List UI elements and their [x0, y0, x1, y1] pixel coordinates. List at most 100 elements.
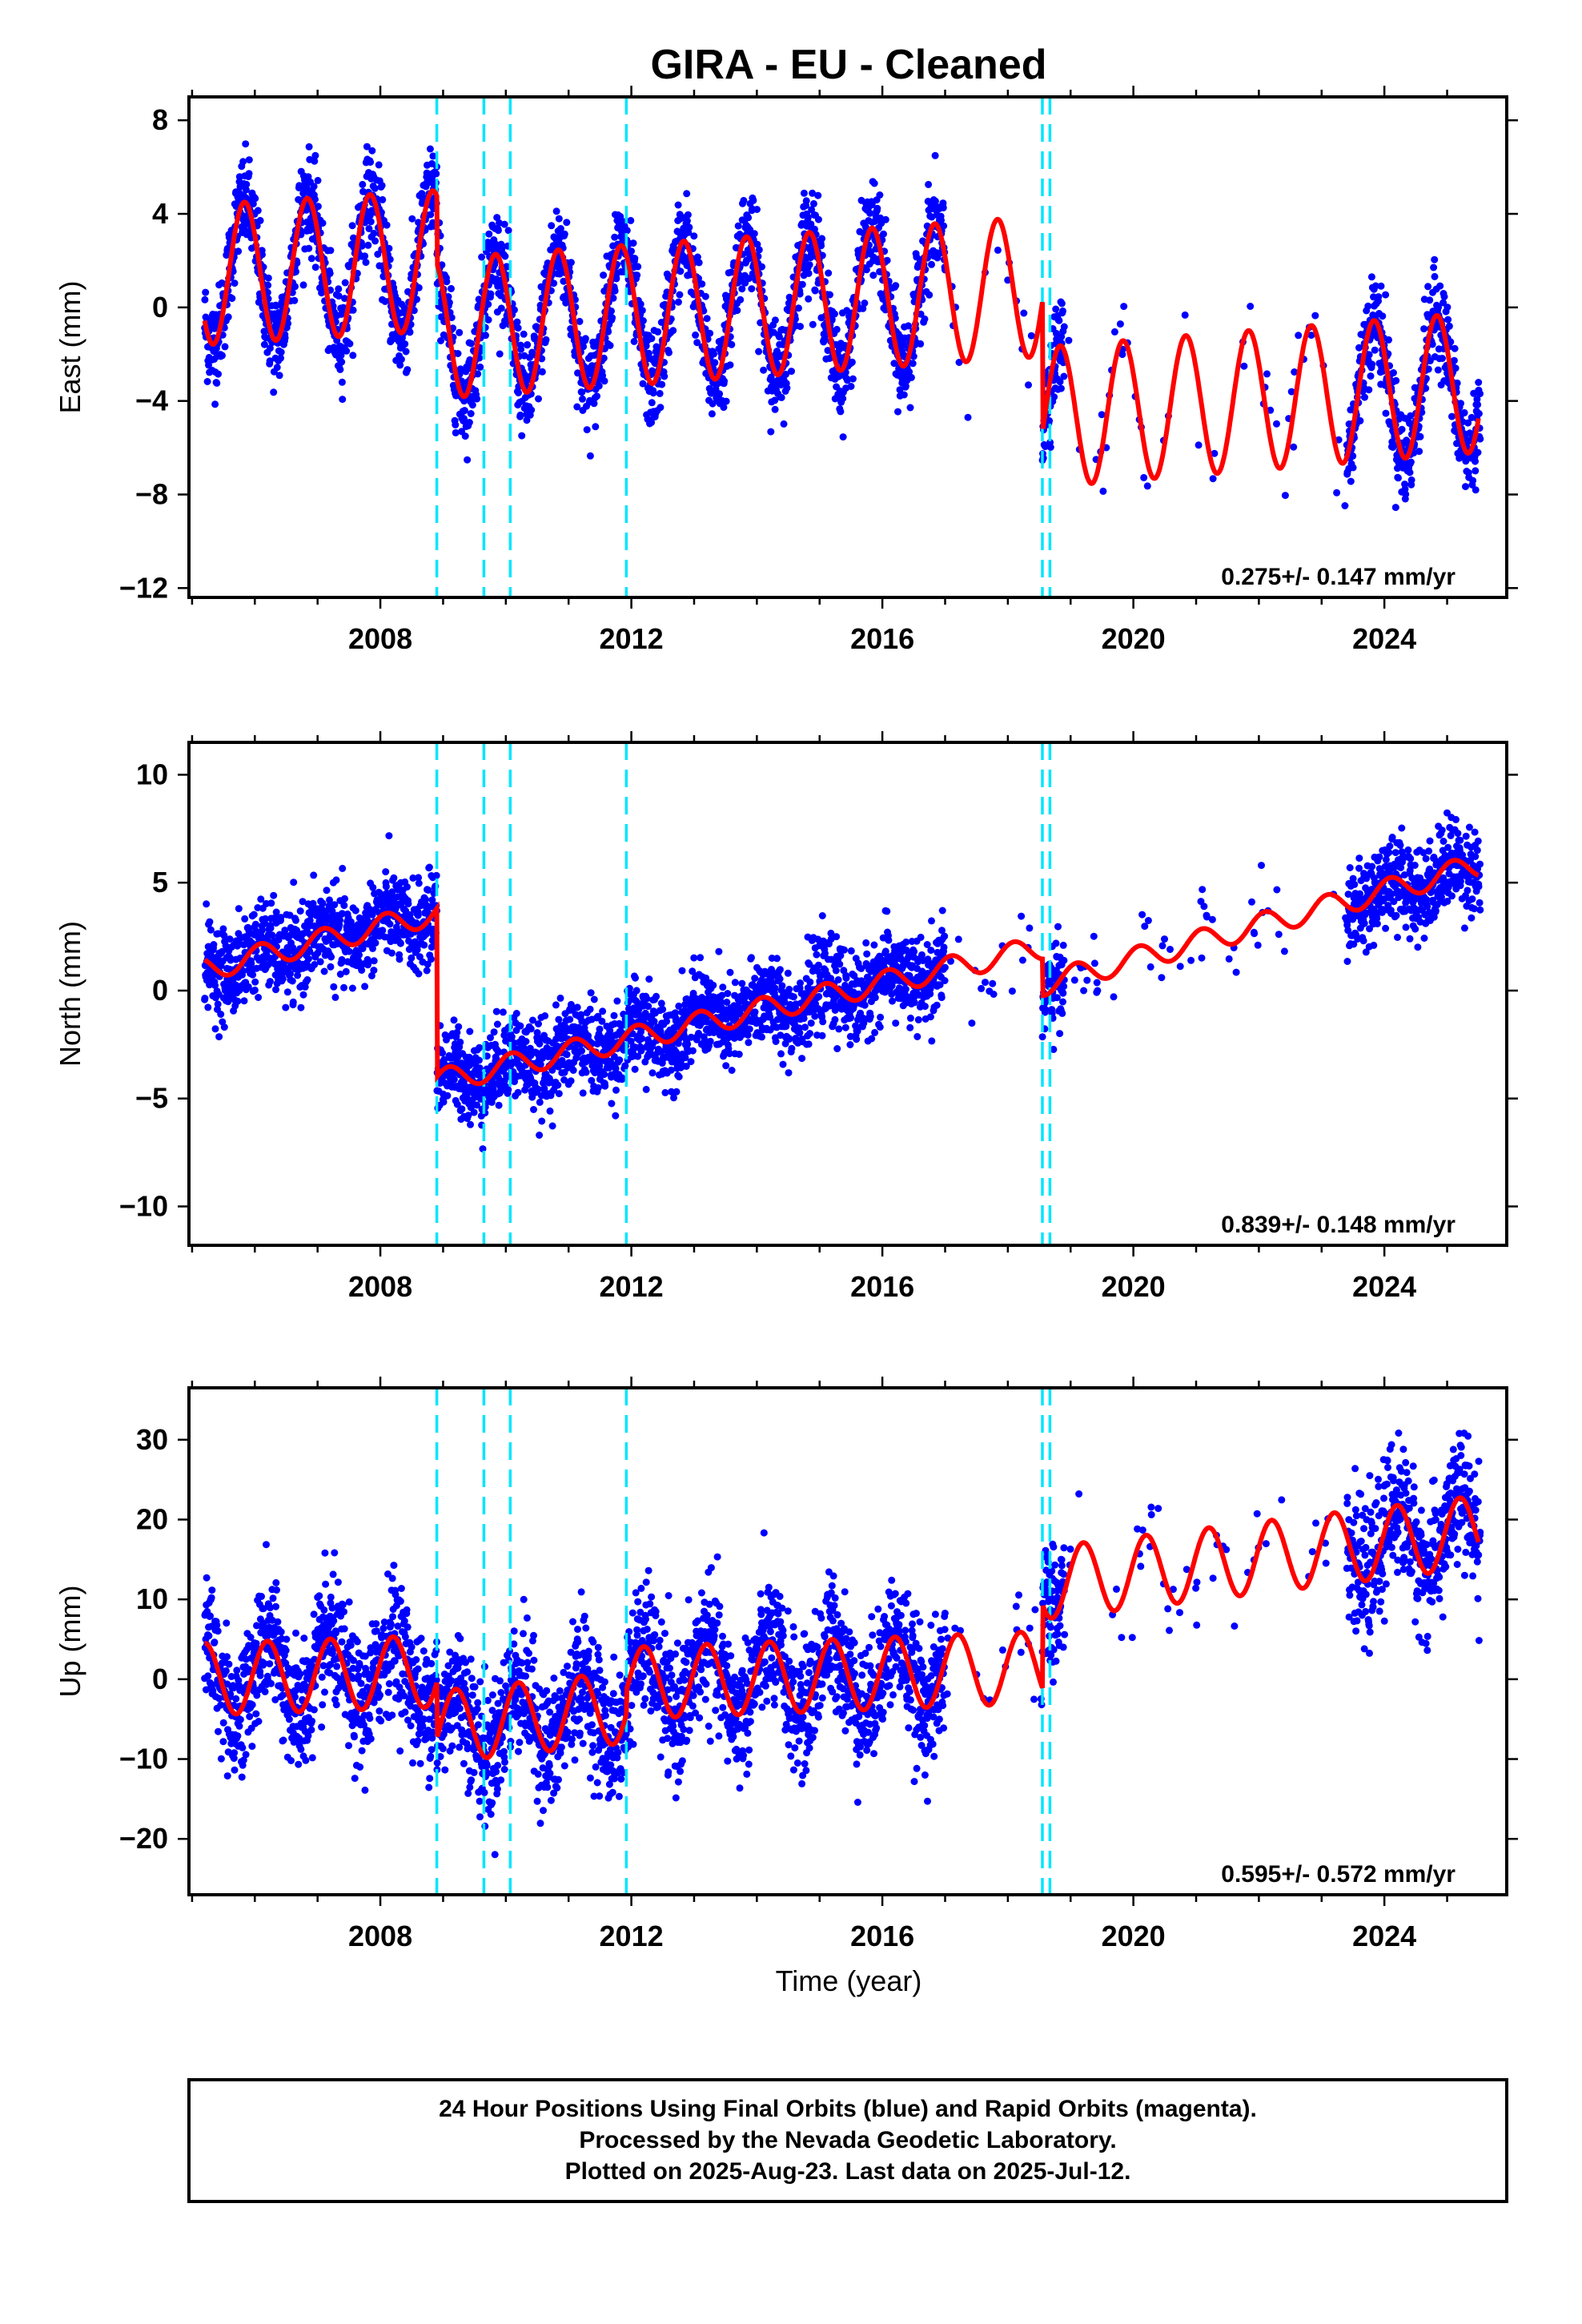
data-point: [642, 342, 650, 350]
data-point: [1060, 372, 1068, 380]
data-point: [639, 380, 647, 388]
data-point: [600, 354, 608, 362]
data-point: [495, 1101, 503, 1109]
data-point: [484, 300, 492, 308]
data-point: [1416, 432, 1424, 440]
data-point: [753, 240, 761, 248]
data-point: [249, 200, 257, 208]
data-point: [448, 284, 455, 292]
data-point: [659, 1005, 667, 1013]
data-point: [728, 340, 736, 348]
data-point: [745, 214, 753, 222]
data-point: [618, 1076, 626, 1084]
data-point: [994, 246, 1002, 254]
data-point: [600, 377, 608, 385]
velocity-rate-label: 0.275+/- 0.147 mm/yr: [1221, 564, 1456, 590]
data-point: [214, 1000, 222, 1008]
data-point: [612, 1086, 620, 1094]
data-point: [578, 388, 586, 396]
data-point: [513, 318, 521, 326]
data-point: [1443, 304, 1452, 312]
data-point: [340, 983, 347, 991]
data-point: [546, 1107, 554, 1115]
data-point: [370, 967, 378, 975]
data-point: [432, 871, 440, 879]
data-point: [648, 1069, 656, 1077]
data-point: [921, 315, 929, 323]
data-point: [284, 320, 292, 328]
data-point: [303, 976, 311, 983]
data-point: [396, 939, 404, 947]
data-point: [600, 1071, 608, 1079]
data-point: [749, 196, 757, 204]
data-point: [1368, 360, 1376, 368]
y-tick-label: −8: [135, 477, 168, 510]
data-point: [805, 261, 813, 269]
data-point: [429, 152, 437, 160]
data-point: [594, 1084, 602, 1092]
x-tick-label: 2020: [1102, 622, 1166, 655]
data-point: [780, 420, 788, 428]
data-point: [814, 191, 822, 199]
data-point: [1402, 490, 1410, 498]
data-point: [798, 280, 806, 288]
data-point: [552, 1001, 560, 1009]
data-point: [242, 186, 250, 194]
data-point: [386, 255, 394, 263]
data-point: [1065, 336, 1073, 344]
data-point: [414, 911, 422, 919]
data-point: [1333, 489, 1341, 497]
data-point: [821, 335, 829, 343]
data-point: [251, 920, 259, 928]
data-point: [748, 285, 756, 293]
data-point: [1367, 372, 1375, 380]
data-point: [445, 299, 453, 307]
data-point: [428, 955, 435, 963]
data-point: [638, 1035, 646, 1043]
data-point: [1476, 435, 1484, 443]
data-point: [1448, 412, 1456, 420]
data-point: [338, 358, 346, 366]
data-point: [648, 399, 656, 407]
data-point: [648, 419, 656, 426]
data-point: [808, 206, 816, 214]
y-tick-label: 4: [152, 197, 168, 230]
data-point: [892, 282, 900, 290]
data-point: [1143, 482, 1151, 490]
data-point: [901, 382, 909, 390]
data-point: [574, 369, 581, 377]
data-point: [427, 211, 435, 219]
data-point: [538, 355, 546, 363]
data-point: [210, 941, 218, 948]
data-point: [839, 433, 847, 441]
data-point: [518, 432, 526, 440]
data-points: [201, 140, 1484, 512]
data-point: [1382, 291, 1390, 299]
data-point: [894, 408, 901, 416]
data-point: [330, 983, 338, 991]
data-point: [299, 991, 307, 999]
data-point: [231, 279, 239, 287]
data-point: [219, 925, 227, 933]
data-point: [310, 183, 318, 191]
data-point: [595, 382, 603, 390]
data-point: [586, 452, 594, 460]
data-point: [590, 995, 598, 1003]
data-point: [221, 343, 229, 351]
data-point: [1391, 504, 1399, 512]
data-point: [716, 390, 724, 398]
data-point: [900, 341, 908, 349]
data-point: [418, 190, 426, 198]
data-point: [579, 1089, 587, 1097]
data-point: [362, 259, 370, 267]
data-point: [220, 1023, 228, 1031]
data-point: [359, 180, 367, 188]
data-point: [1439, 355, 1446, 362]
data-point: [270, 388, 278, 396]
data-point: [465, 419, 473, 426]
data-point: [282, 1003, 290, 1011]
data-point: [364, 241, 372, 249]
data-point: [1436, 282, 1444, 290]
